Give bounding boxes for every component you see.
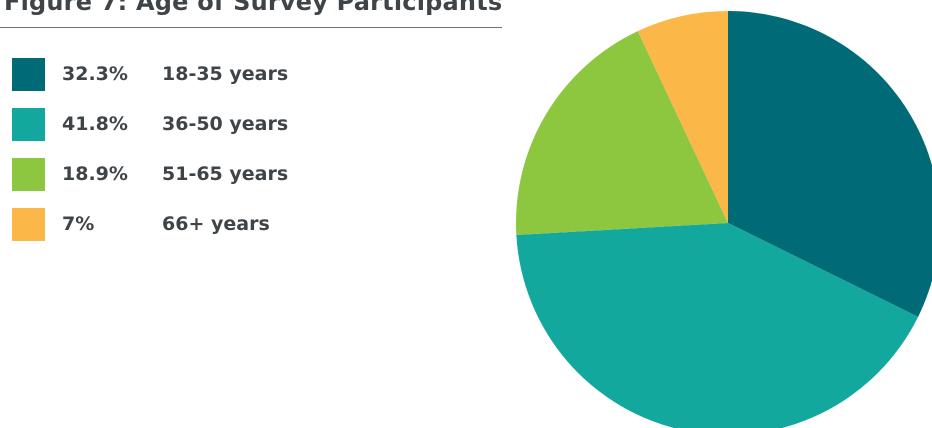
legend-percent: 18.9% — [62, 163, 128, 185]
legend-swatch — [12, 58, 45, 91]
legend-label: 51-65 years — [162, 163, 289, 185]
legend-percent: 32.3% — [62, 63, 128, 85]
legend-percent: 7% — [62, 213, 95, 235]
legend-swatch — [12, 208, 45, 241]
title-divider — [0, 27, 502, 28]
pie-slice-66-plus-years — [637, 11, 728, 223]
chart-title: Figure 7: Age of Survey Participants — [4, 0, 503, 16]
pie-slice-36-50-years — [516, 223, 919, 428]
pie-slice-18-35-years — [728, 11, 932, 317]
legend-label: 18-35 years — [162, 63, 289, 85]
pie-slice-51-65-years — [516, 31, 728, 235]
legend-label: 36-50 years — [162, 113, 289, 135]
legend-label: 66+ years — [162, 213, 270, 235]
legend-swatch — [12, 108, 45, 141]
legend-swatch — [12, 158, 45, 191]
legend-percent: 41.8% — [62, 113, 128, 135]
